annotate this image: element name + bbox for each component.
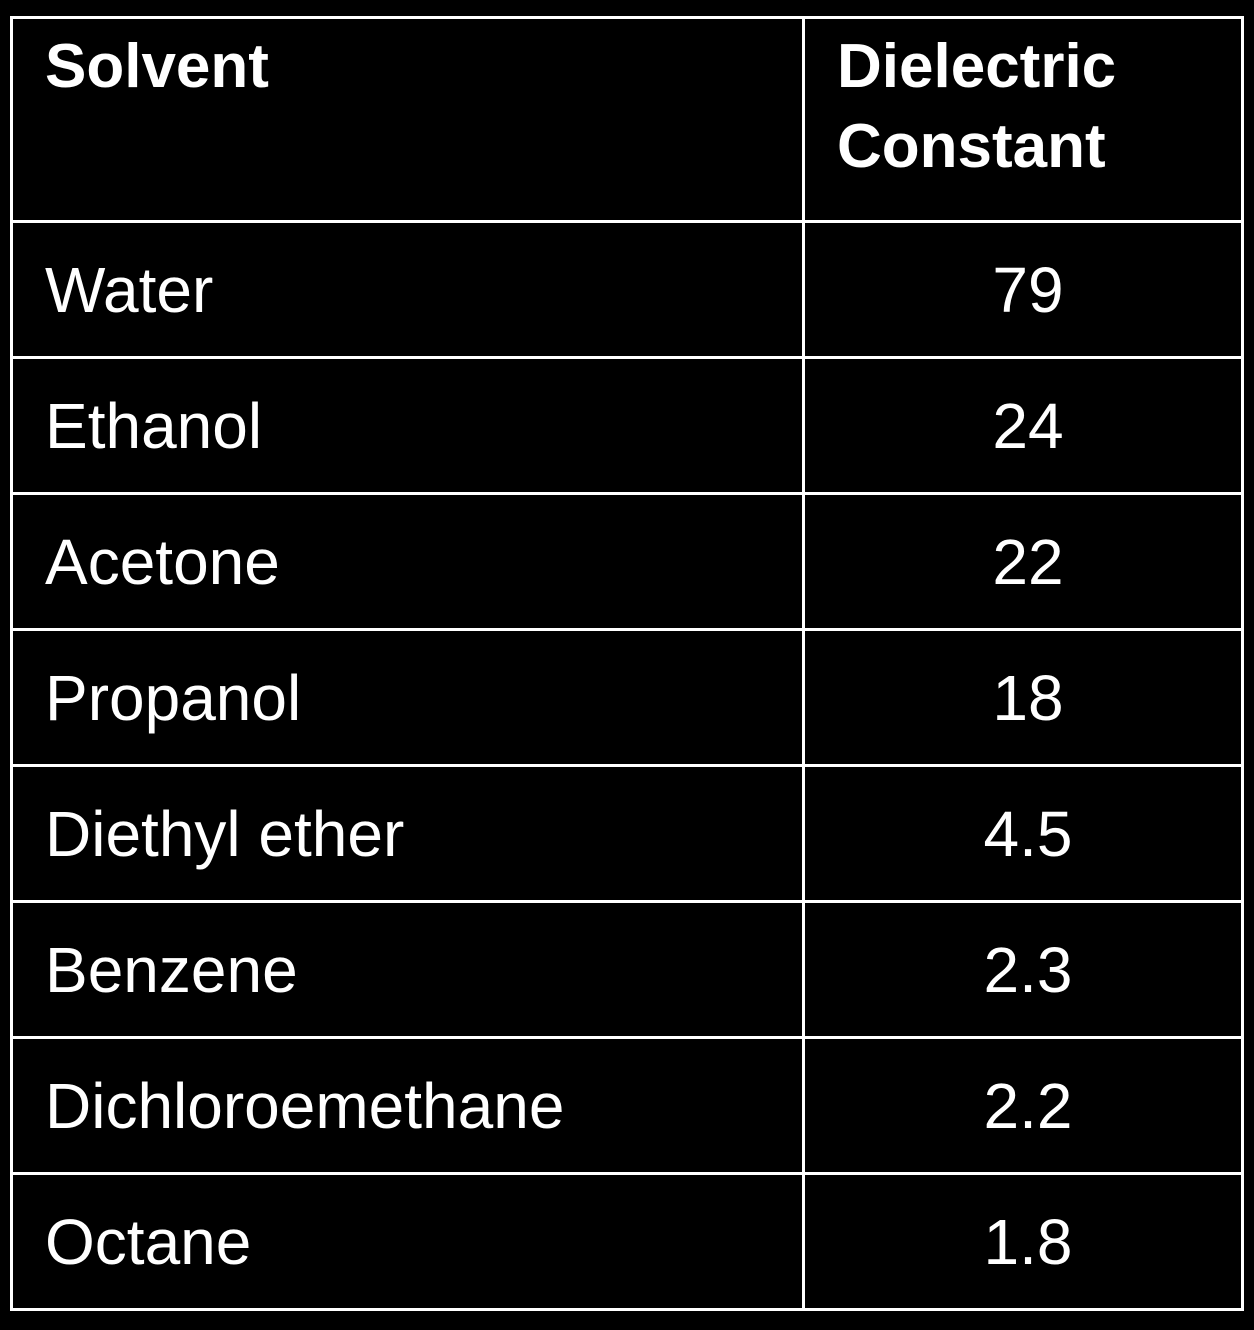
table-row: Water 79 [10, 220, 1244, 359]
table-row: Octane 1.8 [10, 1172, 1244, 1311]
solvent-name-cell: Diethyl ether [10, 764, 805, 903]
solvent-name-cell: Dichloroemethane [10, 1036, 805, 1175]
solvent-name-cell: Benzene [10, 900, 805, 1039]
dielectric-value-cell: 1.8 [802, 1172, 1244, 1311]
solvent-name-cell: Acetone [10, 492, 805, 631]
dielectric-value-cell: 2.2 [802, 1036, 1244, 1175]
header-solvent: Solvent [10, 16, 805, 223]
dielectric-value-cell: 22 [802, 492, 1244, 631]
table-row: Diethyl ether 4.5 [10, 764, 1244, 903]
table-row: Dichloroemethane 2.2 [10, 1036, 1244, 1175]
solvent-name-cell: Propanol [10, 628, 805, 767]
table-row: Acetone 22 [10, 492, 1244, 631]
dielectric-value-cell: 2.3 [802, 900, 1244, 1039]
header-row: Solvent Dielectric Constant [10, 16, 1244, 223]
solvent-name-cell: Water [10, 220, 805, 359]
solvent-dielectric-table: Solvent Dielectric Constant Water 79 Eth… [10, 16, 1244, 1311]
table-row: Propanol 18 [10, 628, 1244, 767]
table-row: Benzene 2.3 [10, 900, 1244, 1039]
dielectric-value-cell: 24 [802, 356, 1244, 495]
solvent-name-cell: Octane [10, 1172, 805, 1311]
dielectric-value-cell: 4.5 [802, 764, 1244, 903]
dielectric-value-cell: 18 [802, 628, 1244, 767]
header-dielectric-constant: Dielectric Constant [802, 16, 1244, 223]
solvent-name-cell: Ethanol [10, 356, 805, 495]
dielectric-value-cell: 79 [802, 220, 1244, 359]
table-row: Ethanol 24 [10, 356, 1244, 495]
